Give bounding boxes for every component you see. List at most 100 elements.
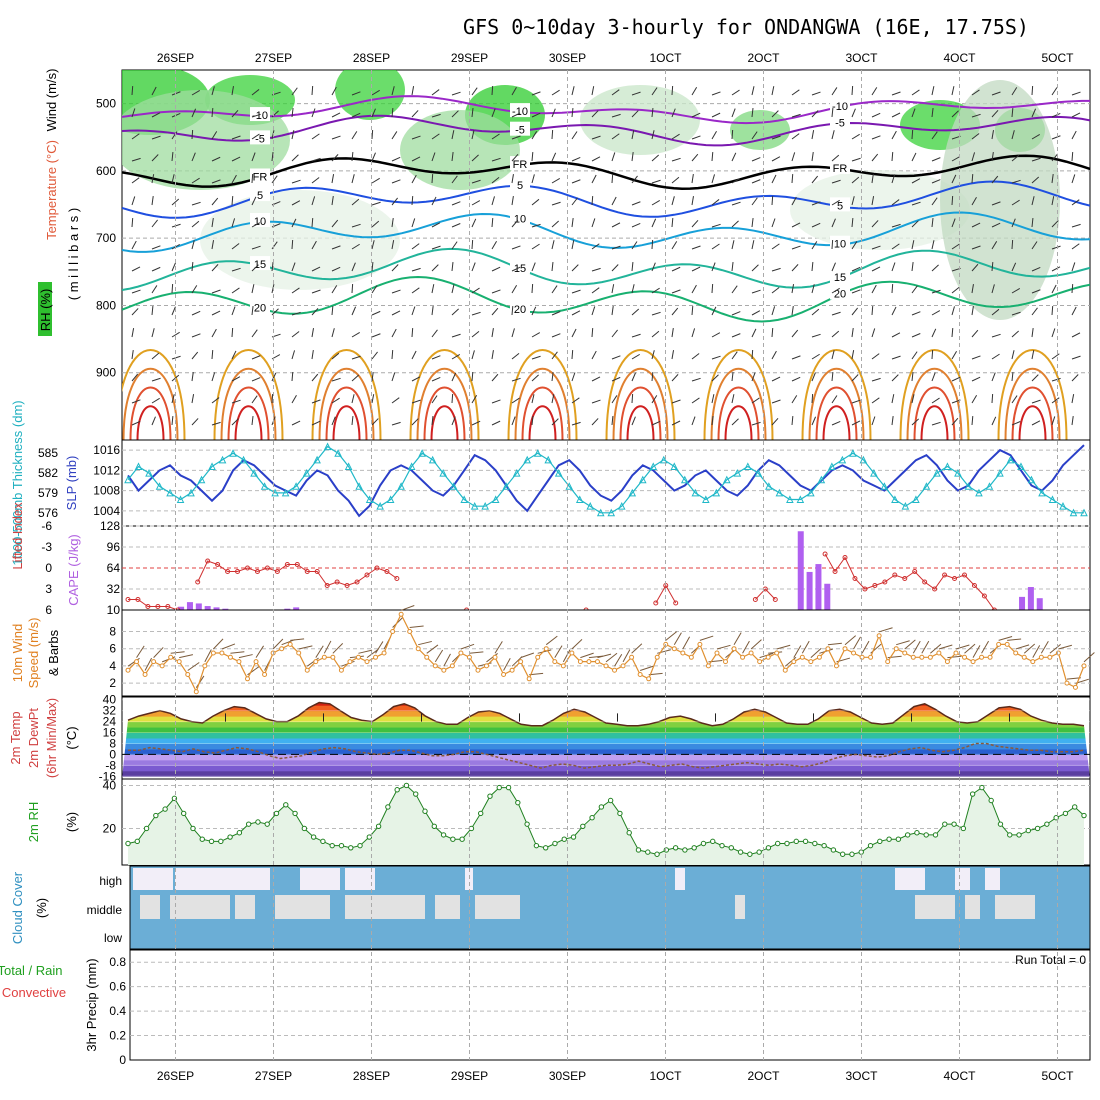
wind-barb <box>891 112 901 118</box>
surface-wind-barb <box>639 665 654 671</box>
wind-barb <box>871 416 876 426</box>
wind-barb <box>611 152 616 162</box>
wind-barb <box>411 399 421 404</box>
wind-barb <box>511 266 521 272</box>
wind-barb <box>911 333 921 338</box>
temperature-band <box>122 765 1090 772</box>
warm-contour <box>920 405 949 440</box>
warm-contour <box>227 386 270 440</box>
wind-barb <box>251 113 261 118</box>
middle-cloud-block <box>475 895 520 919</box>
wind-barb <box>371 394 375 404</box>
thickness-tick-label: 585 <box>38 446 58 460</box>
wind-barb <box>491 177 500 184</box>
rh-marker <box>505 784 512 791</box>
contour-label-bg <box>250 299 270 314</box>
wind-barb <box>391 421 401 426</box>
wind-barb <box>671 108 676 118</box>
middle-cloud-block <box>1020 895 1030 919</box>
lifted-index-marker <box>822 551 828 557</box>
surface-wind-barb <box>426 644 439 654</box>
wind-speed-marker <box>176 659 182 665</box>
temperature-band <box>122 732 1090 739</box>
wind-barb <box>431 284 435 294</box>
thickness-marker <box>1027 475 1036 484</box>
wind-barb <box>731 262 734 272</box>
thickness-marker <box>260 482 269 490</box>
wind-barb <box>591 267 601 272</box>
wind-barb <box>511 174 514 184</box>
wind-barb <box>311 240 317 250</box>
wind-barb <box>531 332 541 338</box>
surface-wind-barb <box>545 635 558 646</box>
wind-barb <box>251 222 261 228</box>
wind-barb <box>231 376 241 382</box>
wind-barb <box>371 372 374 382</box>
wind-barb <box>711 262 716 272</box>
lifted-index-series <box>824 553 995 611</box>
rh-marker <box>366 834 373 840</box>
wind-barb <box>1031 241 1038 250</box>
wind-barb <box>451 333 461 338</box>
temp-unit-label: (°C) <box>64 726 79 749</box>
surface-wind-barb <box>673 632 682 645</box>
thickness-marker <box>523 455 532 464</box>
rh-marker <box>719 842 725 849</box>
surface-wind-barb <box>699 635 714 641</box>
wind-barb <box>231 287 240 294</box>
wind-barb <box>711 332 721 338</box>
contour-label: 20 <box>254 303 266 315</box>
wind-barb <box>271 308 279 316</box>
warm-contour <box>626 405 655 440</box>
contour-label: 20 <box>514 304 526 316</box>
wind-barb <box>831 330 840 338</box>
wind-speed-marker <box>842 646 848 652</box>
surface-wind-barb <box>1083 652 1095 663</box>
wind-barb <box>211 197 219 206</box>
wind-barb <box>311 85 314 96</box>
wind-speed-marker <box>791 659 797 665</box>
wind-barb <box>351 91 361 96</box>
rh-tick-label: 20 <box>103 821 117 835</box>
wind-barb <box>431 196 437 206</box>
middle-cloud-block <box>140 895 160 919</box>
wind-barb <box>951 287 960 294</box>
wind-barb <box>711 374 719 382</box>
wind-barb <box>311 177 320 184</box>
thickness-marker <box>407 462 416 470</box>
wind-barb <box>1071 199 1080 206</box>
wind-tick-label: 4 <box>109 659 116 673</box>
wind-barb <box>631 284 635 294</box>
wind-barb <box>571 289 581 294</box>
wind-barb <box>151 285 158 294</box>
wind-speed-marker <box>910 654 916 660</box>
cape-bar <box>806 571 813 610</box>
rh-marker <box>218 838 224 845</box>
wind-barb <box>1051 196 1055 206</box>
thickness-marker <box>439 468 447 477</box>
wind-barb <box>331 196 334 206</box>
wind-barb <box>231 243 240 250</box>
temp-tick-label: 24 <box>103 715 117 729</box>
wind-barb <box>411 287 420 294</box>
wind-barb <box>331 135 341 140</box>
wind-barb <box>871 196 875 206</box>
wind-barb <box>911 240 915 250</box>
wind-speed-marker <box>577 659 583 665</box>
thickness-marker <box>544 455 553 464</box>
rh-marker <box>635 847 642 853</box>
wind-barb <box>291 154 299 162</box>
wind-barb <box>291 108 294 118</box>
surface-wind-barb <box>938 644 953 650</box>
wind10m-speed-label: Speed (m/s) <box>26 618 41 689</box>
wind-barb <box>491 350 494 360</box>
rh-marker <box>607 797 614 804</box>
wind-barb <box>971 395 978 404</box>
rh-marker <box>227 834 233 840</box>
rh-marker <box>700 840 707 847</box>
wind-barb <box>391 107 394 118</box>
wind-barb <box>851 241 858 250</box>
temperature-band <box>122 770 1090 777</box>
thickness-label: 1000-500mb Thickness (dm) <box>10 400 25 565</box>
wind-barb <box>911 351 918 360</box>
